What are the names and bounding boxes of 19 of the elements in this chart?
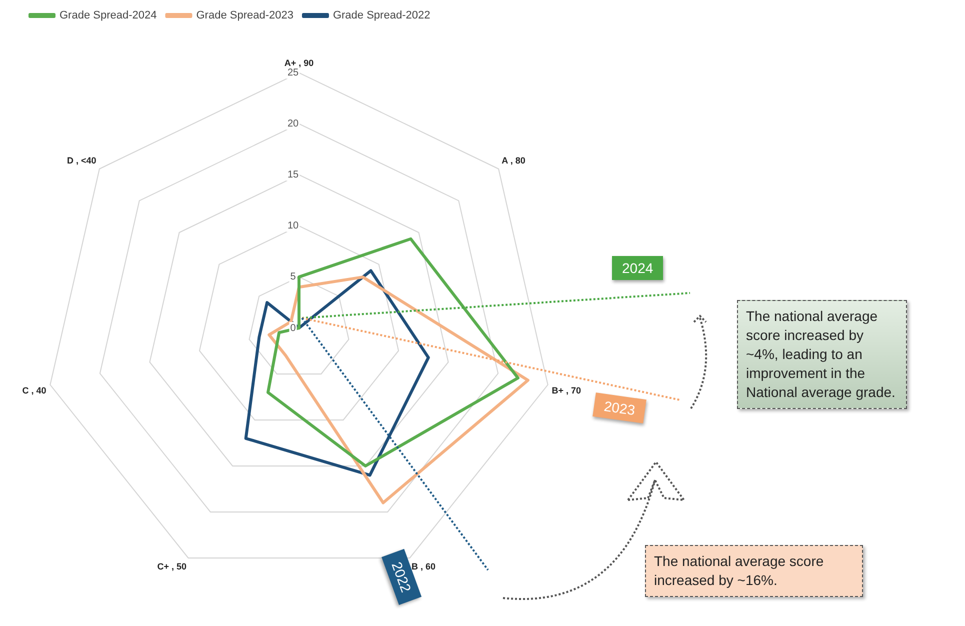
legend-label: Grade Spread-2023 bbox=[196, 10, 294, 22]
spoke-label: C , 40 bbox=[22, 386, 46, 396]
legend-label: Grade Spread-2024 bbox=[60, 10, 157, 22]
spoke-label: A , 80 bbox=[502, 155, 526, 166]
y-tick-label: 15 bbox=[287, 170, 299, 181]
spoke-label: A+ , 90 bbox=[284, 58, 314, 68]
y-tick-label: 0 bbox=[290, 322, 296, 334]
spoke-label: B+ , 70 bbox=[552, 386, 582, 396]
y-tick-label: 20 bbox=[287, 118, 299, 130]
spoke-label: C+ , 50 bbox=[157, 561, 187, 572]
y-tick-label: 25 bbox=[287, 68, 299, 79]
spoke-label: D , <40 bbox=[67, 155, 96, 166]
y-tick-label: 5 bbox=[290, 272, 296, 283]
text: The national average score increased by ~4%, leading to an improvement in the National average grade. bbox=[737, 300, 907, 409]
text: 2024 bbox=[612, 256, 664, 280]
text: The national average score increased by ~16%. bbox=[645, 545, 863, 597]
y-tick-label: 10 bbox=[287, 220, 299, 232]
legend-label: Grade Spread-2022 bbox=[332, 10, 430, 22]
text: 2023 bbox=[592, 392, 647, 424]
